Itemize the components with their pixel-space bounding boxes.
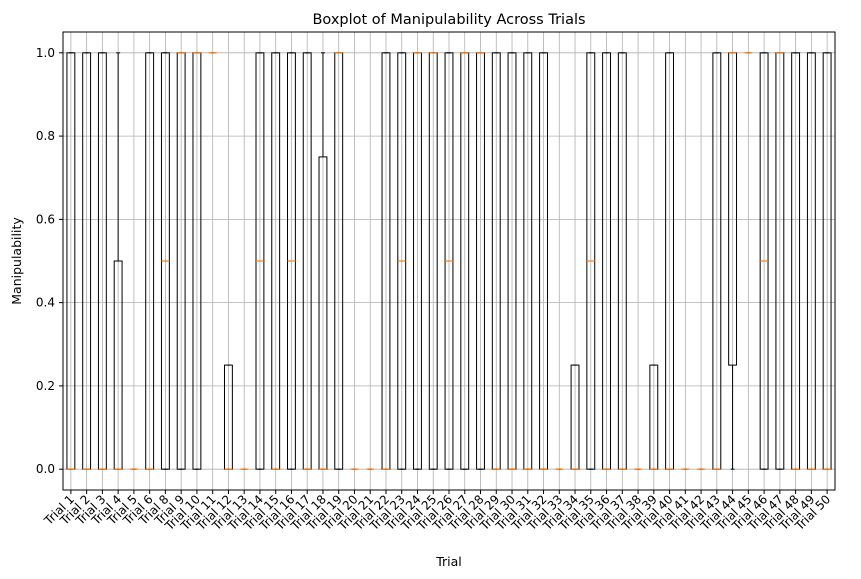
box-trial xyxy=(287,52,296,470)
box-trial xyxy=(791,52,801,470)
box-trial xyxy=(806,52,816,470)
box-trial xyxy=(523,52,533,470)
boxes xyxy=(66,52,832,470)
y-tick-label: 1.0 xyxy=(36,46,55,60)
box-trial xyxy=(223,364,233,470)
y-tick-label: 0.0 xyxy=(36,462,55,476)
box-trial xyxy=(66,52,76,470)
box-trial xyxy=(113,52,123,470)
y-axis-ticks: 0.0 0.2 0.4 0.6 0.8 1.0 xyxy=(36,46,63,476)
box-trial xyxy=(775,52,785,470)
box-trial xyxy=(539,52,548,470)
box-trial xyxy=(397,52,407,470)
box-trial xyxy=(271,52,281,470)
box-trial xyxy=(176,52,186,470)
box-trial xyxy=(444,52,454,470)
y-tick-label: 0.8 xyxy=(36,129,55,143)
box-trial xyxy=(507,52,517,470)
box-trial xyxy=(570,364,580,470)
box-trial xyxy=(728,52,738,470)
box-trial xyxy=(649,364,659,470)
box-trial xyxy=(822,52,832,470)
box-trial xyxy=(97,52,107,470)
box-trial xyxy=(476,52,485,470)
box-trial xyxy=(602,52,611,470)
x-axis-label: Trial xyxy=(435,554,462,569)
box-trial xyxy=(491,52,501,470)
y-tick-label: 0.6 xyxy=(36,212,55,226)
box-trial xyxy=(318,52,328,470)
box-trial xyxy=(82,52,92,470)
box-trial xyxy=(712,52,722,470)
y-tick-label: 0.2 xyxy=(36,379,55,393)
box-trial xyxy=(665,52,675,470)
chart-title: Boxplot of Manipulability Across Trials xyxy=(312,12,585,28)
box-trial xyxy=(334,52,344,470)
box-trial xyxy=(302,52,312,470)
box-trial xyxy=(460,52,470,470)
box-trial xyxy=(255,52,265,470)
box-trial xyxy=(617,52,627,470)
box-trial xyxy=(145,52,155,470)
box-trial xyxy=(586,52,596,470)
box-trial xyxy=(160,52,170,470)
box-trial xyxy=(381,52,391,470)
y-axis-label: Manipulability xyxy=(9,217,24,305)
box-trial xyxy=(428,52,438,470)
box-trial xyxy=(759,52,769,470)
box-trial xyxy=(413,52,422,470)
y-tick-label: 0.4 xyxy=(36,296,55,310)
box-trial xyxy=(192,52,202,470)
